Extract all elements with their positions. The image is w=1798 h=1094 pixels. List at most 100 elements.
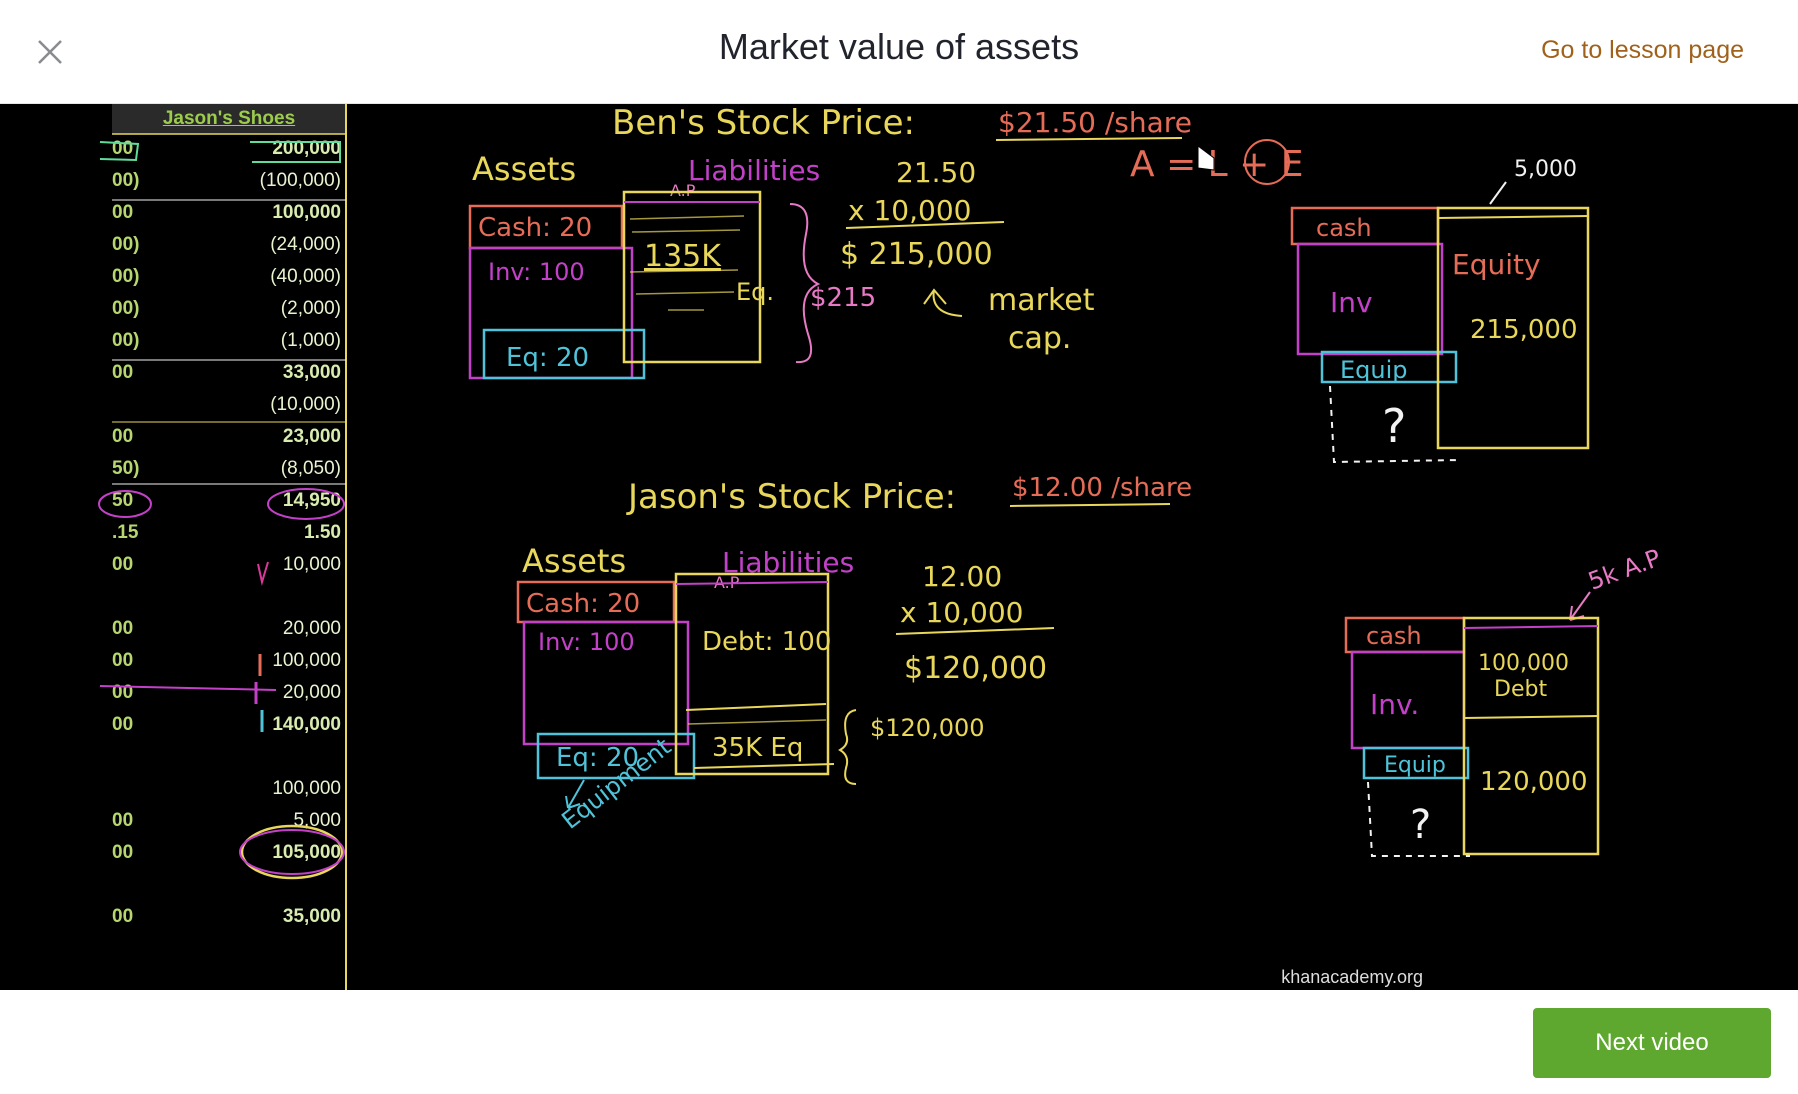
spreadsheet-left-cell: .15 [112,522,139,543]
spreadsheet-left-cell: 00) [112,234,140,255]
spreadsheet-value-cell: (10,000) [270,394,341,415]
ben-title: Ben's Stock Price: [612,104,915,143]
ben-cash-label: Cash: 20 [478,213,592,243]
spreadsheet-row: 00 100,000 [100,198,344,228]
spreadsheet-left-cell: 00 [112,362,134,383]
spreadsheet-left-cell: 00 [112,906,134,927]
spreadsheet-value-cell: 105,000 [272,842,341,863]
spreadsheet-left-cell: 00 [112,650,134,671]
ben-eq-label: Eq: 20 [506,343,589,373]
spreadsheet-row: 100,000 [100,774,344,804]
ben-right-inv: Inv [1330,286,1373,319]
jason-right-val: 120,000 [1480,767,1588,797]
spreadsheet-row: 50) (8,050) [100,454,344,484]
spreadsheet-value-cell: 14,950 [282,490,341,511]
jason-right-debt-1: 100,000 [1478,651,1569,676]
spreadsheet-left-cell: 00) [112,330,140,351]
spreadsheet-row: .15 1.50 [100,518,344,548]
spreadsheet-value-cell: 100,000 [272,202,341,223]
chalkboard-drawing: Ben's Stock Price: $21.50 /share Assets … [468,104,1664,857]
jason-right-equip: Equip [1384,753,1446,778]
ben-right-equip: Equip [1340,356,1408,384]
ben-calc-3: $ 215,000 [840,237,993,272]
ben-eq-short-label: Eq. [736,278,774,306]
close-icon [38,40,62,64]
spreadsheet-left-cell: 00) [112,298,140,319]
jason-price: $12.00 /share [1012,473,1192,503]
ben-market-label: market [988,283,1095,318]
video-title: Market value of assets [718,26,1080,67]
spreadsheet-row: 50 14,950 [100,486,344,516]
spreadsheet-value-cell: 20,000 [282,618,341,639]
spreadsheet-left-cell: 00 [112,554,134,575]
spreadsheet-value-cell: 23,000 [282,426,341,447]
spreadsheet-value-cell: (2,000) [280,298,341,319]
next-video-button[interactable]: Next video [1533,1008,1771,1078]
go-to-lesson-link[interactable]: Go to lesson page [1541,36,1744,64]
spreadsheet-value-cell: 140,000 [272,714,341,735]
spreadsheet-row: 00) (100,000) [100,166,344,196]
ben-brace-value: $215 [810,283,876,313]
jason-eq-label: Eq: 20 [556,743,639,773]
video-player[interactable]: Jason's Shoes 00 200,000 00) (100,000) 00 100… [0,104,1798,990]
jason-right-debt-2: Debt [1494,677,1547,702]
spreadsheet-value-cell: 100,000 [272,650,341,671]
ben-price: $21.50 /share [998,106,1192,139]
jason-calc-3: $120,000 [904,651,1047,686]
spreadsheet-row: 00 105,000 [100,838,344,868]
jason-right-top: 5k A.P [1584,544,1664,596]
spreadsheet-row: (10,000) [100,390,344,420]
jason-brace-value: $120,000 [870,714,985,742]
spreadsheet-row: 00) (40,000) [100,262,344,292]
spreadsheet-left-cell: 00 [112,202,134,223]
spreadsheet-row: 00 20,000 [100,614,344,644]
jason-right-question: ? [1410,802,1431,848]
spreadsheet-left-cell: 00) [112,170,140,191]
jason-calc-1: 12.00 [922,560,1002,593]
ben-right-equity-val: 215,000 [1470,315,1578,345]
ben-calc-1: 21.50 [896,156,976,189]
ben-right-cash: cash [1316,214,1372,242]
jason-eq35-label: 35K Eq [712,733,803,763]
spreadsheet-header: Jason's Shoes [112,104,346,134]
hand-cursor-icon [1197,145,1215,171]
spreadsheet-left-cell: 00 [112,426,134,447]
spreadsheet-left-cell: 50 [112,490,134,511]
jason-right-inv: Inv. [1370,688,1419,721]
spreadsheet-value-cell: (24,000) [270,234,341,255]
ben-equation: A = L + E [1130,144,1304,185]
spreadsheet-value-cell: 10,000 [282,554,341,575]
spreadsheet-row: 00 33,000 [100,358,344,388]
spreadsheet-row: 00 100,000 [100,646,344,676]
ben-inv-label: Inv: 100 [488,258,585,286]
spreadsheet-value-cell: (100,000) [259,170,341,191]
spreadsheet-value-cell: 33,000 [282,362,341,383]
modal-header: Market value of assets Go to lesson page [0,0,1798,104]
spreadsheet-left-cell: 00) [112,266,140,287]
jason-title: Jason's Stock Price: [626,477,956,517]
spreadsheet-row: 00) (1,000) [100,326,344,356]
spreadsheet-value-cell: 35,000 [282,906,341,927]
spreadsheet-value-cell: (8,050) [280,458,341,479]
modal-footer: Next video [0,990,1798,1094]
spreadsheet-lines [98,104,347,990]
jason-debt-label: Debt: 100 [702,627,831,657]
spreadsheet-left-cell: 00 [112,810,134,831]
jason-assets-label: Assets [522,542,626,580]
spreadsheet-row: 00) (24,000) [100,230,344,260]
close-button[interactable] [30,32,70,72]
spreadsheet-value-cell: 100,000 [272,778,341,799]
spreadsheet-left-cell: 00 [112,714,134,735]
spreadsheet-row: 00 10,000 [100,550,344,580]
ben-right-top: 5,000 [1514,157,1577,182]
spreadsheet-left-cell: 00 [112,842,134,863]
jason-calc-2: x 10,000 [900,596,1023,629]
spreadsheet-value-cell: 20,000 [282,682,341,703]
ben-calc-2: x 10,000 [848,194,971,227]
spreadsheet-row: 00 23,000 [100,422,344,452]
spreadsheet-row: 00 35,000 [100,902,344,932]
spreadsheet-value-cell: (40,000) [270,266,341,287]
spreadsheet-value-cell: (1,000) [280,330,341,351]
ben-right-equity: Equity [1452,248,1541,281]
ben-right-question: ? [1382,399,1406,453]
